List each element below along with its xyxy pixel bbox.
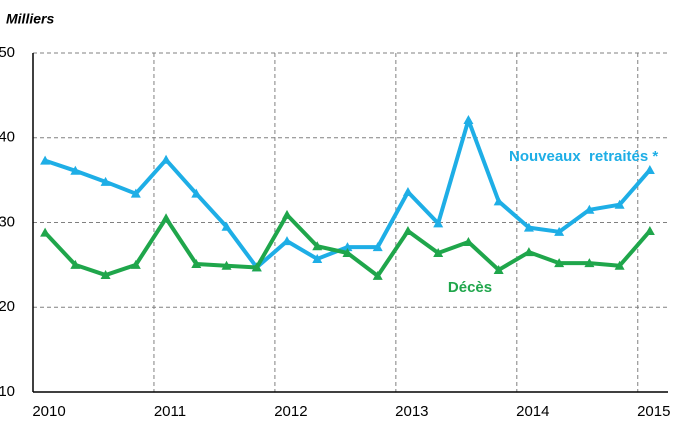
marker xyxy=(493,264,504,274)
y-tick-label: 40 xyxy=(0,129,15,146)
marker xyxy=(40,155,51,165)
marker xyxy=(342,248,353,258)
marker xyxy=(554,258,565,268)
marker xyxy=(644,164,655,174)
marker xyxy=(312,241,323,251)
marker xyxy=(282,209,292,219)
marker xyxy=(161,154,172,164)
marker xyxy=(372,242,383,252)
x-tick-label: 2013 xyxy=(395,403,428,420)
marker xyxy=(402,186,413,196)
x-tick-label: 2011 xyxy=(154,403,186,420)
marker xyxy=(191,188,202,198)
x-tick-label: 2014 xyxy=(516,403,549,420)
unit-label: Milliers xyxy=(6,11,54,27)
marker xyxy=(70,165,81,175)
marker xyxy=(100,270,111,280)
marker xyxy=(402,225,413,235)
marker xyxy=(342,242,353,252)
marker xyxy=(161,213,172,223)
marker xyxy=(70,259,81,269)
marker xyxy=(130,259,141,269)
marker xyxy=(614,260,625,270)
marker xyxy=(312,253,323,263)
marker xyxy=(463,236,474,246)
y-tick-label: 50 xyxy=(0,44,15,61)
marker xyxy=(282,236,292,246)
marker xyxy=(493,196,504,206)
marker xyxy=(584,258,595,268)
x-tick-label: 2015 xyxy=(637,403,670,420)
marker xyxy=(433,248,444,258)
marker xyxy=(523,247,534,257)
marker xyxy=(433,218,444,228)
marker xyxy=(554,226,565,236)
marker xyxy=(221,221,232,231)
marker xyxy=(251,262,262,272)
marker xyxy=(221,260,232,270)
y-tick-label: 20 xyxy=(0,298,15,315)
marker xyxy=(614,199,625,209)
marker xyxy=(40,227,51,237)
x-tick-label: 2010 xyxy=(32,403,65,420)
y-tick-label: 10 xyxy=(0,383,15,400)
marker xyxy=(523,222,534,232)
marker xyxy=(100,176,111,186)
marker xyxy=(130,188,141,198)
y-tick-label: 30 xyxy=(0,213,15,230)
marker xyxy=(584,204,595,214)
marker xyxy=(644,225,655,235)
series-label: Décès xyxy=(448,279,492,296)
marker xyxy=(191,259,202,269)
x-tick-label: 2012 xyxy=(274,403,307,420)
marker xyxy=(372,270,383,280)
marker xyxy=(463,114,474,124)
series-label: Nouveaux retraités * xyxy=(509,148,658,165)
